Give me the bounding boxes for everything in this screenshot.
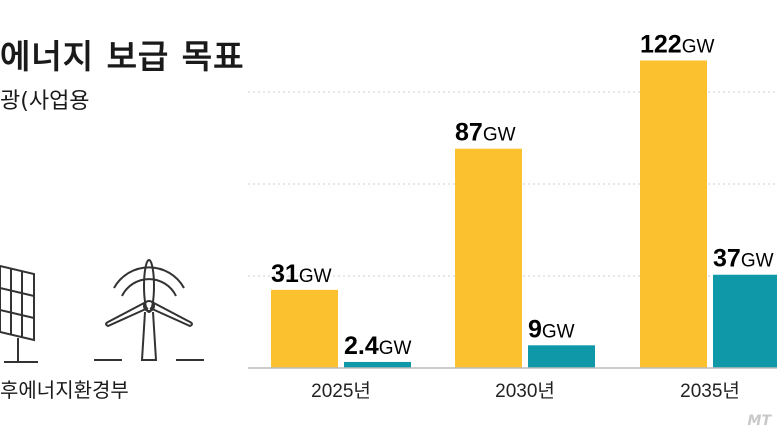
x-tick-label-0: 2025년 bbox=[311, 380, 371, 402]
solar-panel-icon bbox=[0, 264, 38, 363]
bar-0-0 bbox=[271, 289, 338, 368]
bar-0-2 bbox=[640, 60, 707, 368]
bar-labels: 31GW 2.4GW 87GW 9GW 122GW 37GW bbox=[271, 30, 774, 359]
x-tick-label-1: 2030년 bbox=[495, 380, 555, 402]
bar-1-2 bbox=[713, 274, 777, 368]
x-tick-label-2: 2035년 bbox=[680, 380, 740, 402]
bar-1-0 bbox=[344, 361, 411, 368]
bar-label-0-2: 122GW bbox=[640, 30, 714, 58]
bar-label-0-1: 87GW bbox=[455, 119, 516, 147]
bars bbox=[271, 60, 777, 368]
bar-label-1-0: 2.4GW bbox=[344, 332, 412, 360]
bar-label-1-2: 37GW bbox=[713, 245, 774, 273]
x-tick-labels: 2025년 2030년 2035년 bbox=[311, 380, 740, 402]
bar-label-1-1: 9GW bbox=[528, 315, 575, 343]
bar-1-1 bbox=[528, 345, 595, 368]
chart-title: 에너지 보급 목표 bbox=[0, 37, 245, 76]
wind-turbine-icon bbox=[94, 259, 204, 361]
legend-solar-label: 광(사업용 bbox=[0, 89, 90, 114]
source-label: 후에너지환경부 bbox=[0, 378, 129, 402]
watermark: MT bbox=[747, 413, 771, 429]
bar-0-1 bbox=[455, 148, 522, 368]
bar-label-0-0: 31GW bbox=[271, 260, 332, 288]
